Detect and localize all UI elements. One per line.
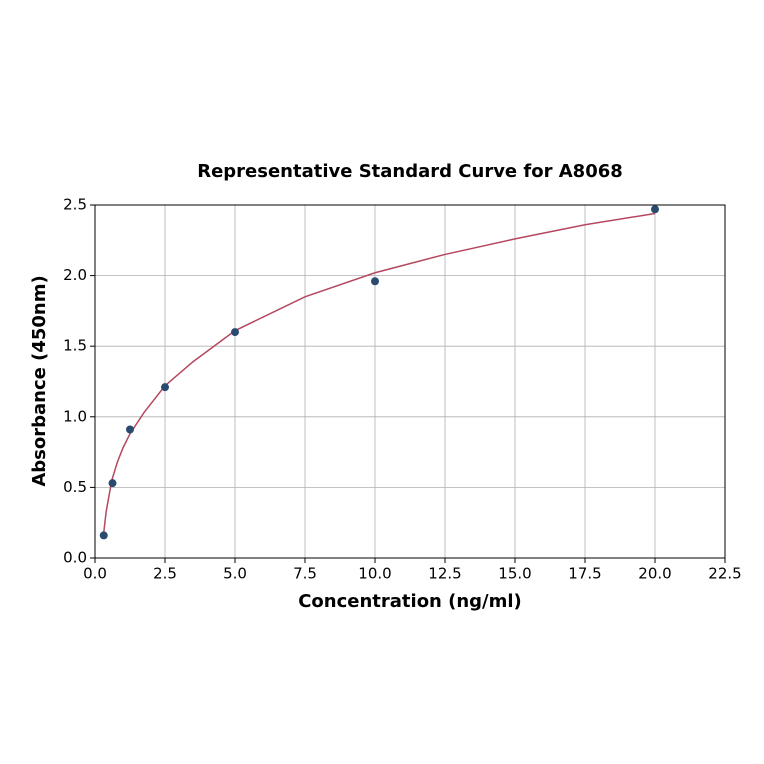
y-tick-label: 0.5 <box>63 478 87 496</box>
data-point <box>161 383 169 392</box>
y-tick-label: 0.0 <box>63 549 87 567</box>
chart-title: Representative Standard Curve for A8068 <box>197 161 623 182</box>
fit-curve <box>102 212 656 536</box>
y-axis-label: Absorbance (450nm) <box>29 275 50 486</box>
data-point <box>99 531 108 540</box>
x-tick-label: 2.5 <box>153 565 177 583</box>
x-tick-label: 22.5 <box>708 565 741 583</box>
x-tick-label: 5.0 <box>223 565 247 583</box>
y-tick-label: 2.5 <box>63 196 87 214</box>
data-point <box>231 328 239 337</box>
y-tick-label: 2.0 <box>63 266 87 284</box>
y-tick-label: 1.0 <box>63 407 87 425</box>
x-tick-label: 7.5 <box>293 565 317 583</box>
plot-frame <box>94 204 726 559</box>
data-point <box>651 205 659 214</box>
x-tick-label: 10.0 <box>358 565 391 583</box>
x-tick-label: 20.0 <box>638 565 671 583</box>
x-tick-label: 15.0 <box>498 565 531 583</box>
x-tick-label: 12.5 <box>428 565 461 583</box>
x-tick-label: 0.0 <box>83 565 107 583</box>
data-point <box>108 479 117 488</box>
data-point <box>371 277 379 286</box>
data-point <box>126 425 134 434</box>
x-axis-label: Concentration (ng/ml) <box>298 591 522 612</box>
y-tick-label: 1.5 <box>63 337 87 355</box>
x-tick-label: 17.5 <box>568 565 601 583</box>
